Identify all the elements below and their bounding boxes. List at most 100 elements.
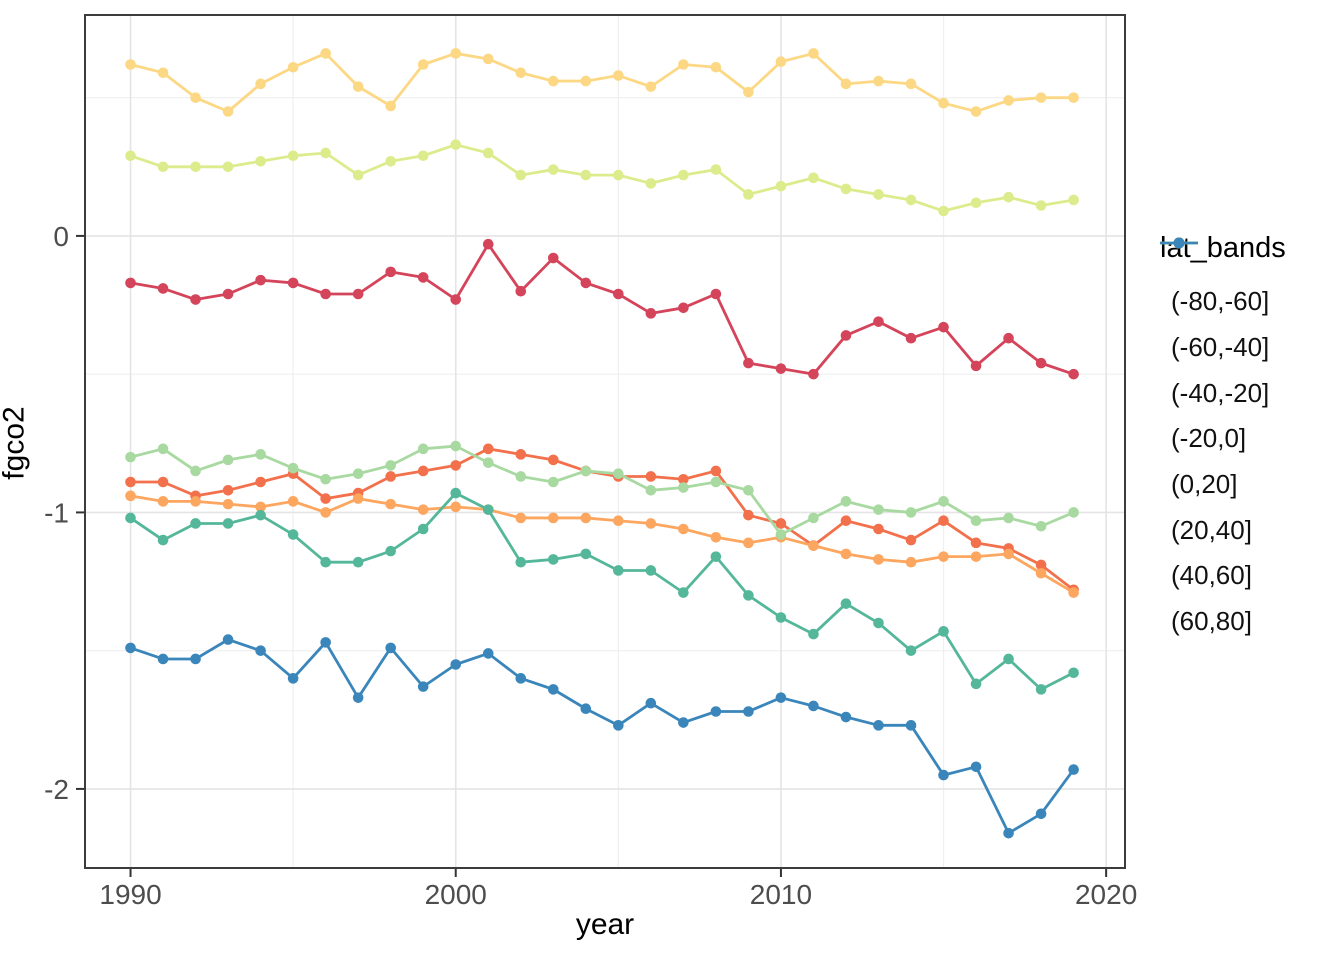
data-point: [1003, 827, 1014, 839]
data-point: [1035, 684, 1047, 695]
data-point: [417, 443, 429, 455]
data-point: [417, 681, 429, 692]
data-point: [808, 368, 819, 380]
data-point: [482, 147, 494, 159]
legend-label: (-20,0]: [1171, 423, 1247, 454]
data-point: [613, 169, 624, 181]
data-point: [678, 717, 689, 728]
data-point: [905, 534, 917, 546]
legend-label: (20,40]: [1171, 514, 1252, 545]
data-point: [222, 485, 234, 496]
data-point: [287, 673, 299, 684]
data-point: [970, 761, 982, 773]
data-point: [352, 81, 364, 92]
data-point: [808, 628, 819, 640]
data-point: [515, 169, 527, 181]
data-point: [873, 189, 884, 200]
data-point: [613, 288, 624, 300]
data-point: [905, 332, 917, 344]
data-point: [352, 692, 364, 703]
data-point: [450, 487, 462, 499]
data-point: [547, 554, 559, 565]
data-point: [125, 512, 136, 524]
data-point: [547, 75, 559, 87]
data-point: [775, 56, 787, 68]
data-point: [450, 659, 462, 670]
data-point: [678, 169, 689, 181]
data-point: [808, 48, 819, 59]
data-point: [515, 673, 527, 684]
series-line: [129, 143, 1076, 213]
data-point: [1035, 559, 1047, 571]
data-point: [547, 476, 559, 488]
data-point: [190, 653, 201, 665]
data-point: [417, 523, 429, 535]
legend-label: (-60,-40]: [1171, 332, 1270, 363]
data-point: [710, 476, 722, 488]
data-point: [352, 468, 364, 480]
data-point: [710, 61, 722, 73]
data-point: [1035, 567, 1047, 579]
data-point: [190, 161, 201, 173]
data-point: [450, 48, 462, 59]
x-tick-label: 2020: [1075, 879, 1137, 910]
data-point: [743, 189, 754, 200]
data-point: [840, 496, 852, 507]
legend-items: (-80,-60] (-60,-40] (-40,-20] (-20,0] (0,20]…: [1158, 237, 1286, 645]
data-point: [190, 92, 201, 103]
data-point: [678, 302, 689, 314]
data-point: [385, 155, 396, 167]
data-point: [157, 496, 169, 507]
data-point: [190, 465, 201, 477]
data-point: [1003, 512, 1014, 524]
data-point: [190, 518, 201, 529]
data-point: [678, 482, 689, 493]
series-line: [129, 52, 1076, 113]
data-point: [613, 720, 624, 731]
data-point: [352, 493, 364, 504]
data-point: [482, 504, 494, 515]
data-point: [255, 501, 266, 513]
data-point: [1003, 548, 1014, 560]
data-point: [678, 523, 689, 535]
data-point: [385, 545, 396, 557]
data-point: [157, 161, 169, 173]
data-point: [547, 164, 559, 175]
data-point: [222, 106, 234, 117]
data-point: [905, 645, 917, 656]
data-point: [385, 642, 396, 654]
data-point: [905, 78, 917, 90]
data-point: [515, 512, 527, 524]
data-point: [905, 194, 917, 206]
data-point: [938, 626, 949, 637]
legend-item: (-60,-40]: [1158, 237, 1286, 371]
data-point: [352, 288, 364, 300]
panel-background: [85, 15, 1125, 868]
data-point: [125, 451, 136, 463]
data-point: [873, 720, 884, 731]
data-point: [873, 554, 884, 565]
data-point: [547, 252, 559, 264]
data-point: [222, 288, 234, 300]
data-point: [678, 59, 689, 70]
legend-label: (0,20]: [1171, 469, 1238, 500]
data-point: [385, 100, 396, 112]
data-point: [157, 67, 169, 79]
data-point: [320, 637, 331, 648]
legend-label: (40,60]: [1171, 560, 1252, 591]
data-point: [938, 551, 949, 562]
data-point: [938, 769, 949, 781]
data-point: [613, 468, 624, 480]
data-point: [1003, 95, 1014, 106]
data-point: [417, 59, 429, 70]
data-point: [482, 457, 494, 468]
data-point: [775, 363, 787, 374]
data-point: [938, 205, 949, 217]
data-point: [873, 504, 884, 515]
data-point: [743, 509, 754, 521]
data-point: [678, 473, 689, 485]
data-point: [125, 476, 136, 488]
data-point: [840, 183, 852, 195]
data-point: [938, 321, 949, 333]
data-point: [157, 653, 169, 665]
